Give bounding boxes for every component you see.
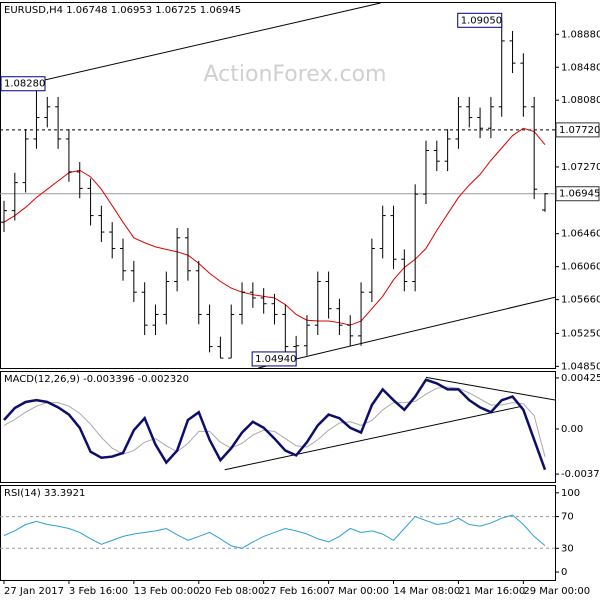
price-box-label: 1.06945 [559,189,600,200]
price-plot [0,3,555,368]
y-tick-label: -0.00376 [561,469,600,480]
price-panel [0,2,556,369]
price-box [555,122,600,138]
indicator-line [3,514,546,549]
y-tick-label: 1.05660 [561,295,600,306]
x-tick-label: 27 Feb 16:00 [264,586,330,597]
y-tick-label: 1.05250 [561,328,600,339]
x-tick-label: 7 Mar 00:00 [329,586,389,597]
y-tick-label: 70 [561,512,574,523]
annotation-label: 1.08280 [4,79,45,90]
labels: 1.08880 1.08480 1.08080 1.07270 1.06460 1.060… [0,12,600,597]
x-tick-label: 14 Mar 08:00 [394,586,461,597]
trendline [0,3,381,91]
annotation-box [0,76,46,92]
price-title: EURUSD,H4 1.06748 1.06953 1.06725 1.0694… [4,5,241,16]
trendline [425,376,555,401]
x-tick-label: 3 Feb 16:00 [69,586,128,597]
y-tick-label: 1.06460 [561,229,600,240]
annotation-label: 1.04940 [255,354,296,365]
x-tick-label: 13 Feb 00:00 [134,586,200,597]
y-tick-label: 0.00 [561,424,583,435]
y-tick-label: 0.004255 [561,373,600,384]
x-tick-label: 20 Feb 08:00 [199,586,265,597]
y-tick-label: 0 [561,567,567,578]
x-tick-label: 21 Mar 16:00 [458,586,525,597]
annotation-box [251,351,297,367]
price-box [555,186,600,202]
trendline [224,405,523,471]
x-tick-label: 27 Jan 2017 [4,586,64,597]
watermark: ActionForex.com [204,62,387,87]
rsi-panel [0,485,556,581]
price-box-label: 1.07720 [559,125,600,136]
y-tick-label: 1.08080 [561,95,600,106]
y-tick-label: 100 [561,488,580,499]
annotation-box [457,12,503,28]
macd-panel [0,371,556,483]
y-tick-label: 1.07270 [561,162,600,173]
rsi-plot [0,514,555,549]
y-tick-label: 1.08480 [561,62,600,73]
indicator-line [3,386,546,457]
y-tick-label: 1.08880 [561,29,600,40]
trendline [258,296,555,368]
macd-plot [3,376,555,471]
rsi-title: RSI(14) 33.3921 [4,488,85,499]
y-tick-label: 30 [561,543,574,554]
x-tick-label: 29 Mar 00:00 [523,586,590,597]
annotation-label: 1.09050 [461,15,502,26]
macd-title: MACD(12,26,9) -0.003396 -0.002320 [4,374,189,385]
y-tick-label: 1.04850 [561,361,600,372]
indicator-line [3,378,547,471]
y-tick-label: 1.06060 [561,262,600,273]
